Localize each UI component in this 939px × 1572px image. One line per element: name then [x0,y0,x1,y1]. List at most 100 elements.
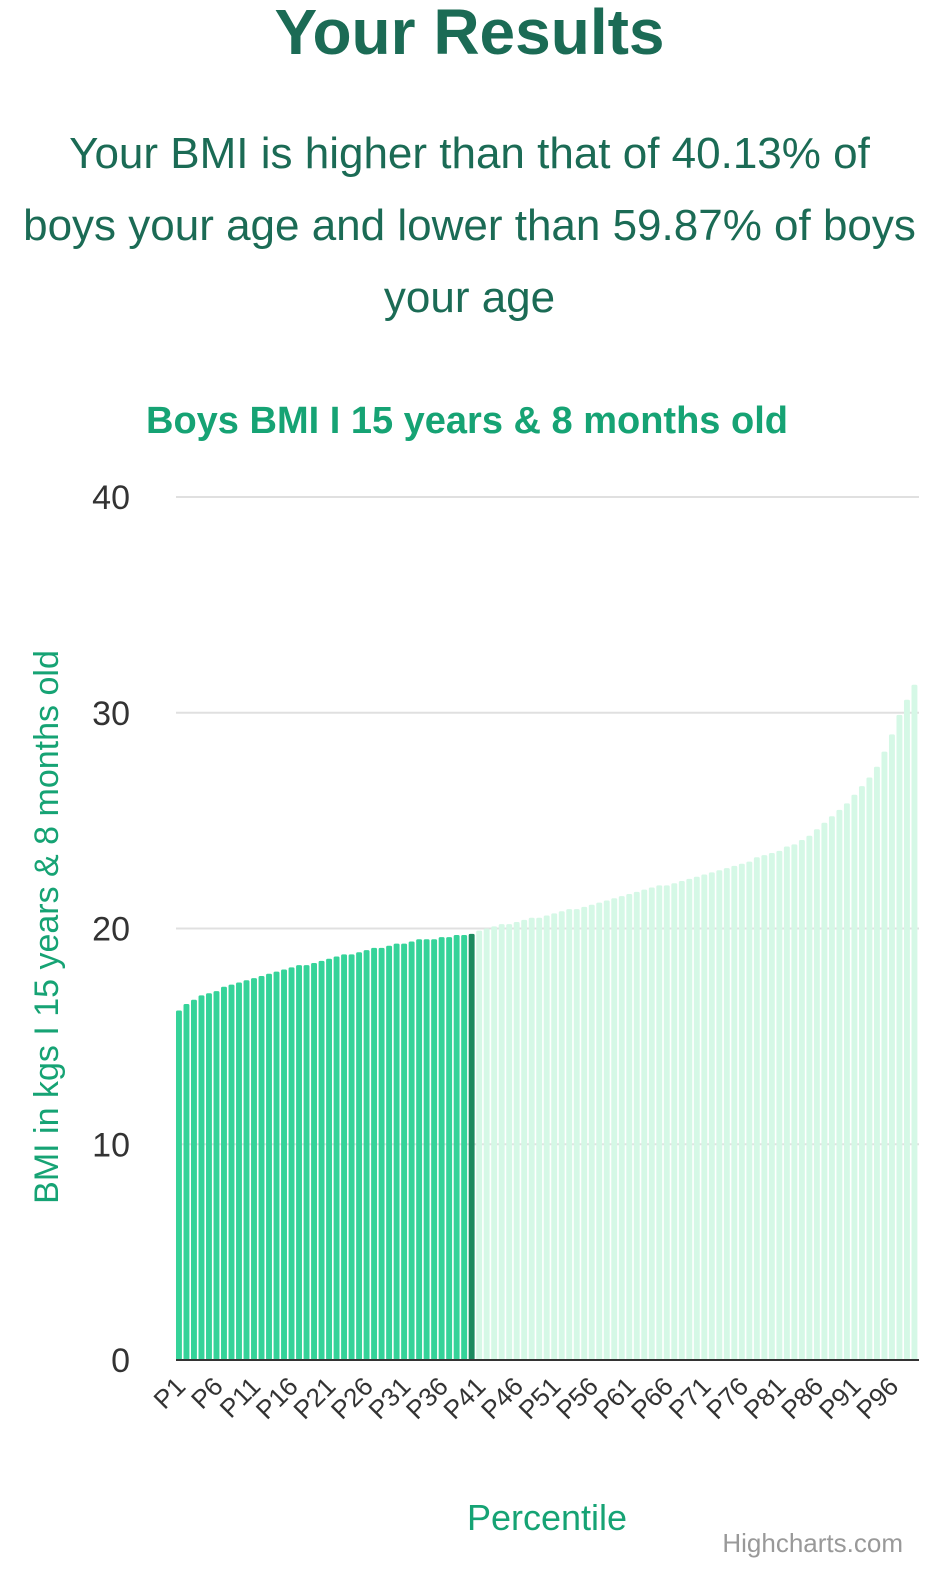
bar[interactable] [551,913,558,1360]
bar[interactable] [746,861,753,1360]
bar[interactable] [236,982,242,1360]
bar[interactable] [506,924,513,1360]
bar[interactable] [206,993,212,1360]
bar[interactable] [386,945,393,1360]
bar[interactable] [566,909,573,1360]
bar[interactable] [416,939,423,1360]
bar[interactable] [378,947,385,1360]
bar[interactable] [431,939,438,1360]
bar[interactable] [851,794,858,1360]
bar[interactable] [588,904,595,1360]
bar[interactable] [903,699,910,1360]
bar-user-percentile[interactable] [468,933,475,1360]
bar[interactable] [813,829,820,1360]
bar[interactable] [873,766,880,1360]
bar[interactable] [738,863,745,1360]
bar[interactable] [408,941,415,1360]
bar[interactable] [603,900,610,1360]
bar[interactable] [678,881,685,1360]
bar[interactable] [296,965,302,1360]
bar[interactable] [671,883,678,1360]
bar[interactable] [521,919,528,1360]
bar[interactable] [513,922,520,1360]
bar[interactable] [543,915,550,1360]
bar[interactable] [843,803,850,1360]
bar[interactable] [701,874,708,1360]
bar[interactable] [438,937,445,1360]
bar[interactable] [176,1010,182,1360]
bar[interactable] [768,852,775,1360]
bar[interactable] [281,969,287,1360]
bar[interactable] [393,943,400,1360]
bar[interactable] [573,909,580,1360]
bar[interactable] [776,850,783,1360]
bar[interactable] [191,999,197,1360]
bar[interactable] [866,777,873,1360]
bar[interactable] [273,971,280,1360]
bar[interactable] [581,906,588,1360]
bar[interactable] [911,684,918,1360]
bar[interactable] [266,973,272,1360]
bar[interactable] [311,963,317,1360]
chart-credit[interactable]: Highcharts.com [722,1528,903,1558]
bar[interactable] [251,978,257,1360]
bar[interactable] [686,878,693,1360]
bar[interactable] [483,928,490,1361]
bar[interactable] [693,876,700,1360]
bar[interactable] [731,865,738,1360]
bar[interactable] [446,937,453,1360]
bar[interactable] [491,926,498,1360]
bar[interactable] [618,896,625,1360]
bar[interactable] [806,835,813,1360]
bar[interactable] [333,956,340,1360]
bar[interactable] [611,898,618,1360]
bar[interactable] [656,885,663,1360]
bar[interactable] [221,986,227,1360]
bar[interactable] [536,917,543,1360]
bar[interactable] [528,917,535,1360]
bar[interactable] [341,954,348,1360]
bar[interactable] [858,786,865,1360]
bar[interactable] [896,714,903,1360]
bar[interactable] [476,930,483,1360]
bar[interactable] [888,734,895,1360]
bar[interactable] [183,1004,190,1360]
bar[interactable] [633,891,640,1360]
bar[interactable] [798,840,805,1360]
bar[interactable] [791,844,798,1360]
bar[interactable] [243,980,250,1360]
bar[interactable] [783,846,790,1360]
bar[interactable] [558,911,565,1360]
bar[interactable] [228,984,235,1360]
bar[interactable] [596,902,603,1360]
bar[interactable] [498,924,505,1360]
bar[interactable] [423,939,430,1360]
bar[interactable] [461,934,468,1360]
bar[interactable] [348,954,355,1360]
bar[interactable] [716,870,723,1360]
bar[interactable] [881,751,888,1360]
bar[interactable] [318,960,325,1360]
bar[interactable] [663,885,670,1360]
bar[interactable] [641,889,648,1360]
bar[interactable] [371,947,378,1360]
bar[interactable] [648,887,655,1360]
bar[interactable] [821,822,828,1360]
bar[interactable] [761,855,768,1360]
bar[interactable] [753,857,760,1360]
bar[interactable] [258,975,265,1360]
bar[interactable] [363,950,370,1360]
bar[interactable] [626,893,633,1360]
bar[interactable] [723,868,730,1360]
bar[interactable] [198,995,205,1360]
bar[interactable] [288,967,295,1360]
bar[interactable] [213,991,220,1360]
bar[interactable] [453,934,460,1360]
bar[interactable] [401,943,408,1360]
bar[interactable] [828,816,835,1360]
bar[interactable] [708,872,715,1360]
bar[interactable] [303,965,310,1360]
bar[interactable] [326,958,333,1360]
bar[interactable] [836,809,843,1360]
bar[interactable] [356,952,363,1360]
